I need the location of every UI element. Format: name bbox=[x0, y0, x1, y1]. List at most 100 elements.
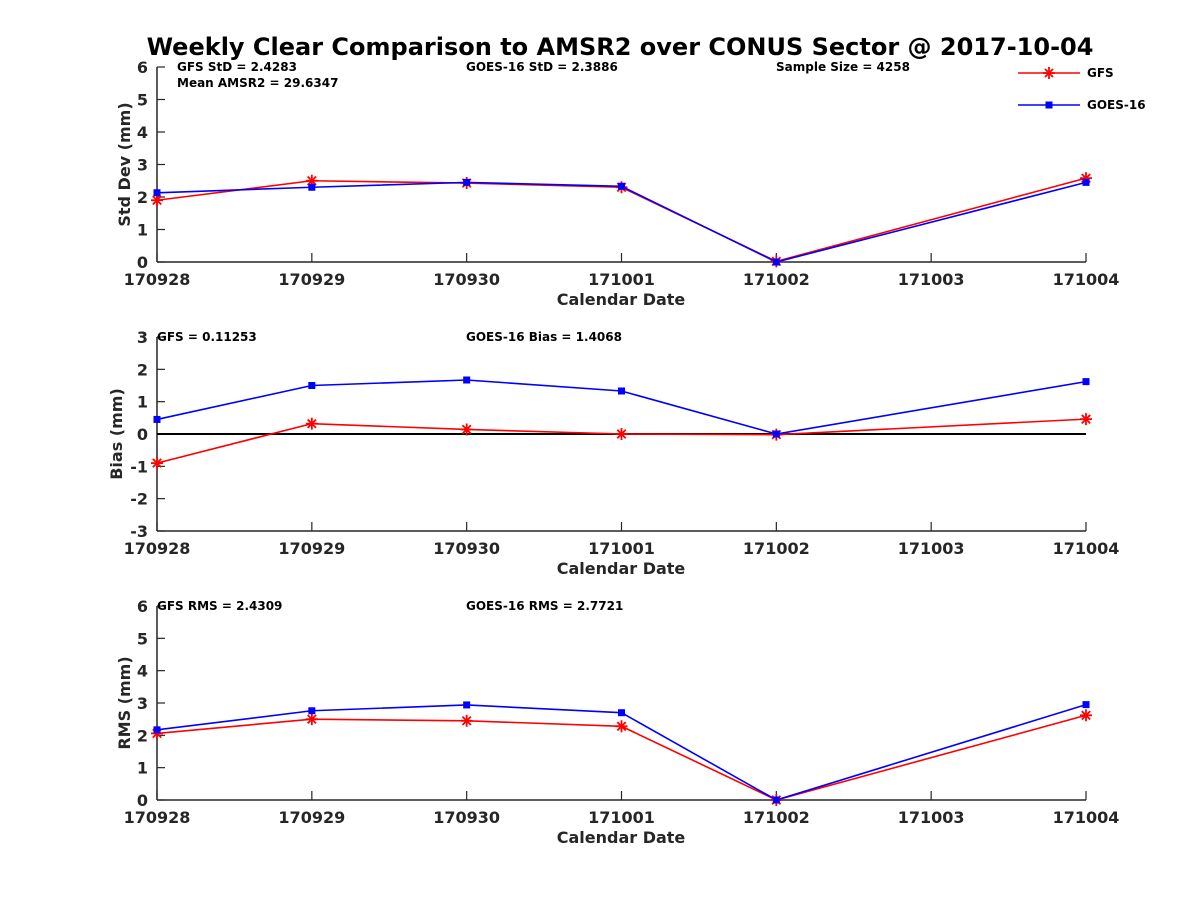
data-point-goes16 bbox=[772, 796, 780, 804]
y-tick-label: 0 bbox=[137, 791, 148, 810]
x-tick-label: 170929 bbox=[278, 539, 345, 558]
data-point-gfs bbox=[460, 714, 473, 727]
data-point-goes16 bbox=[308, 183, 316, 191]
stat-annotation-left: GFS = 0.11253 bbox=[157, 330, 257, 344]
data-point-goes16 bbox=[463, 376, 471, 384]
y-tick-label: 5 bbox=[137, 629, 148, 648]
data-point-gfs bbox=[460, 423, 473, 436]
data-point-goes16 bbox=[153, 189, 161, 197]
data-point-gfs bbox=[305, 713, 318, 726]
series-line-goes16 bbox=[156, 181, 1087, 263]
x-tick-label: 171002 bbox=[743, 539, 810, 558]
x-axis-label: Calendar Date bbox=[557, 828, 686, 847]
data-point-goes16 bbox=[1082, 701, 1090, 709]
y-tick-label: -1 bbox=[130, 457, 148, 476]
std-dev-panel: 0 1 2 3 4 5 6 170928 170929 170930 171001 171002 171… bbox=[115, 58, 1119, 309]
y-tick-label: -2 bbox=[130, 490, 148, 509]
x-tick-label: 171001 bbox=[588, 808, 655, 827]
y-tick-label: 1 bbox=[137, 221, 148, 240]
rms-panel: 0 1 2 3 4 5 6 170928 170929 170930 171001 171002 171… bbox=[115, 597, 1119, 847]
data-point-goes16 bbox=[463, 701, 471, 709]
legend-gfs-marker bbox=[1043, 67, 1055, 79]
y-tick-label: 3 bbox=[137, 328, 148, 347]
legend-goes16-label: GOES-16 bbox=[1087, 98, 1146, 112]
y-axis-label: Bias (mm) bbox=[107, 388, 126, 480]
data-point-gfs bbox=[1080, 413, 1092, 426]
data-point-goes16 bbox=[308, 707, 316, 715]
data-point-goes16 bbox=[1082, 178, 1090, 186]
data-point-gfs bbox=[615, 720, 628, 733]
bias-panel: -3 -2 -1 0 1 2 3 170928 170929 170930 171001 171002… bbox=[107, 328, 1119, 578]
y-tick-label: 1 bbox=[137, 393, 148, 412]
x-tick-label: 170930 bbox=[433, 808, 500, 827]
x-tick-label: 171004 bbox=[1053, 270, 1120, 289]
data-point-goes16 bbox=[308, 382, 316, 389]
x-tick-label: 171001 bbox=[588, 539, 655, 558]
legend-goes16-marker bbox=[1045, 101, 1053, 109]
x-tick-label: 171002 bbox=[743, 270, 810, 289]
y-axis-label: RMS (mm) bbox=[115, 656, 134, 749]
data-point-goes16 bbox=[1082, 378, 1090, 386]
data-point-goes16 bbox=[618, 387, 625, 395]
data-point-gfs bbox=[151, 457, 163, 470]
x-tick-label: 171004 bbox=[1053, 539, 1120, 558]
y-tick-label: 2 bbox=[137, 188, 148, 207]
series-line-goes16 bbox=[156, 703, 1087, 801]
data-point-gfs bbox=[305, 174, 318, 187]
data-point-gfs bbox=[615, 428, 628, 440]
data-point-goes16 bbox=[618, 182, 625, 190]
stat-annotation-left: GFS StD = 2.4283 bbox=[177, 60, 297, 74]
x-tick-label: 170929 bbox=[278, 808, 345, 827]
series-line-goes16 bbox=[156, 379, 1087, 435]
x-tick-label: 171003 bbox=[898, 808, 965, 827]
y-tick-label: 0 bbox=[137, 425, 148, 444]
legend-gfs-label: GFS bbox=[1087, 66, 1114, 80]
y-tick-label: 6 bbox=[137, 597, 148, 616]
x-tick-label: 171002 bbox=[743, 808, 810, 827]
data-point-goes16 bbox=[153, 726, 161, 734]
data-point-goes16 bbox=[772, 258, 780, 266]
x-tick-label: 170928 bbox=[124, 270, 191, 289]
chart-title: Weekly Clear Comparison to AMSR2 over CO… bbox=[147, 33, 1094, 61]
x-tick-label: 171004 bbox=[1053, 808, 1120, 827]
series-line-gfs bbox=[156, 714, 1087, 801]
y-tick-label: 1 bbox=[137, 759, 148, 778]
y-tick-label: 4 bbox=[137, 662, 148, 681]
stat-annotation-left: GFS RMS = 2.4309 bbox=[157, 599, 282, 613]
x-tick-label: 170928 bbox=[124, 539, 191, 558]
x-tick-label: 170929 bbox=[278, 270, 345, 289]
stat-annotation-center: GOES-16 RMS = 2.7721 bbox=[466, 599, 623, 613]
y-axis-label: Std Dev (mm) bbox=[115, 102, 134, 226]
data-point-goes16 bbox=[153, 415, 161, 423]
x-axis-label: Calendar Date bbox=[557, 290, 686, 309]
y-tick-label: 3 bbox=[137, 694, 148, 713]
x-tick-label: 170930 bbox=[433, 539, 500, 558]
y-tick-label: -3 bbox=[130, 522, 148, 541]
data-point-goes16 bbox=[772, 430, 780, 438]
y-tick-label: 5 bbox=[137, 91, 148, 110]
stat-annotation-left-2: Mean AMSR2 = 29.6347 bbox=[177, 76, 338, 90]
y-tick-label: 4 bbox=[137, 123, 148, 142]
series-line-gfs bbox=[156, 418, 1087, 464]
data-point-gfs bbox=[305, 417, 318, 430]
x-tick-label: 171003 bbox=[898, 270, 965, 289]
data-point-goes16 bbox=[463, 178, 471, 186]
y-tick-label: 3 bbox=[137, 156, 148, 175]
series-line-gfs bbox=[156, 177, 1087, 263]
data-point-gfs bbox=[1080, 709, 1092, 722]
legend: GFS GOES-16 bbox=[1018, 66, 1146, 112]
y-tick-label: 2 bbox=[137, 726, 148, 745]
x-tick-label: 171003 bbox=[898, 539, 965, 558]
x-tick-label: 170928 bbox=[124, 808, 191, 827]
stat-annotation-center: GOES-16 StD = 2.3886 bbox=[466, 60, 618, 74]
data-point-goes16 bbox=[618, 709, 625, 717]
stat-annotation-right: Sample Size = 4258 bbox=[776, 60, 910, 74]
y-tick-label: 2 bbox=[137, 360, 148, 379]
stat-annotation-center: GOES-16 Bias = 1.4068 bbox=[466, 330, 622, 344]
x-tick-label: 170930 bbox=[433, 270, 500, 289]
x-tick-label: 171001 bbox=[588, 270, 655, 289]
y-tick-label: 0 bbox=[137, 253, 148, 272]
x-axis-label: Calendar Date bbox=[557, 559, 686, 578]
y-tick-label: 6 bbox=[137, 58, 148, 77]
